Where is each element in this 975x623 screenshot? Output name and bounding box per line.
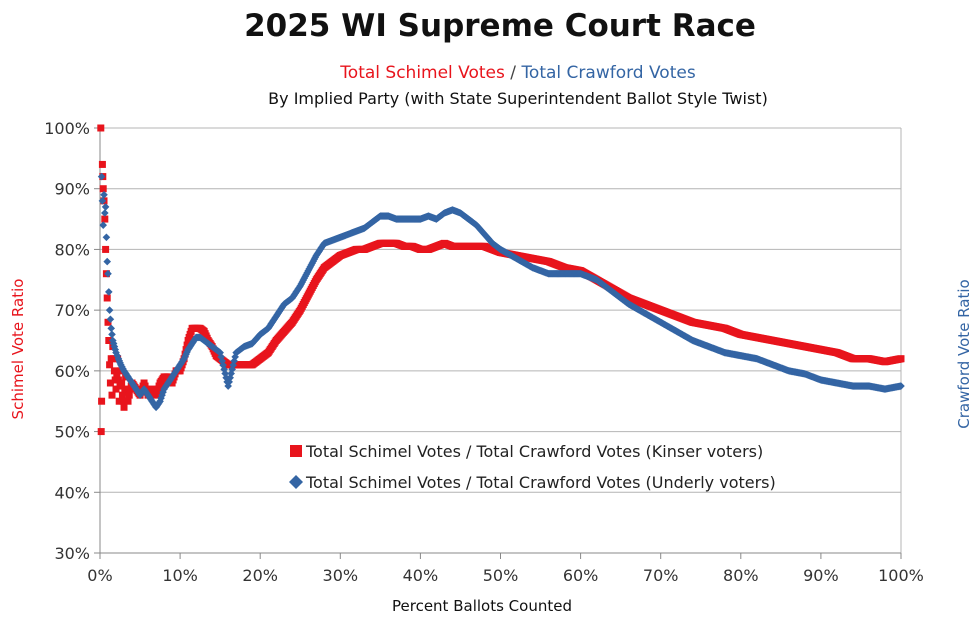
point-kinser: [110, 355, 118, 363]
x-tick-label: 80%: [723, 566, 759, 585]
point-underly: [100, 190, 108, 199]
point-kinser: [101, 215, 109, 223]
x-tick-label: 90%: [803, 566, 839, 585]
point-kinser: [106, 379, 114, 387]
point-underly: [101, 209, 109, 217]
point-kinser: [119, 397, 127, 405]
point-kinser: [124, 397, 132, 405]
point-underly: [227, 369, 235, 378]
point-kinser: [97, 428, 105, 436]
y-tick-label: 80%: [54, 240, 90, 259]
point-underly: [108, 330, 116, 339]
point-kinser: [98, 397, 106, 405]
legend-label-underly: Total Schimel Votes / Total Crawford Vot…: [305, 473, 776, 492]
point-underly: [229, 361, 237, 369]
point-kinser: [125, 391, 133, 399]
legend-label-kinser: Total Schimel Votes / Total Crawford Vot…: [305, 442, 763, 461]
chart-subtitle-line2: By Implied Party (with State Superintend…: [268, 89, 768, 108]
subtitle-separator: /: [504, 63, 522, 83]
point-underly: [228, 365, 236, 374]
point-underly: [113, 351, 122, 360]
x-tick-label: 100%: [878, 566, 924, 585]
point-underly: [231, 353, 239, 361]
axis-ticks: 30% 40% 50% 60% 70% 80% 90% 100% 0% 10% 20% 30% 40% 5…: [44, 119, 924, 585]
point-kinser: [112, 385, 120, 393]
point-kinser: [103, 294, 111, 302]
point-underly: [218, 357, 226, 365]
point-kinser: [118, 379, 126, 387]
point-underly: [104, 269, 112, 278]
point-underly: [158, 391, 166, 399]
point-kinser: [98, 160, 106, 168]
x-axis-label: Percent Ballots Counted: [392, 597, 572, 615]
point-underly: [105, 288, 113, 296]
point-kinser: [183, 341, 191, 349]
point-kinser: [106, 361, 114, 369]
point-underly: [106, 315, 115, 324]
point-underly: [101, 203, 110, 211]
point-underly: [157, 394, 165, 402]
y-axis-label-left: Schimel Vote Ratio: [9, 278, 27, 420]
x-tick-label: 20%: [242, 566, 278, 585]
x-tick-label: 60%: [563, 566, 599, 585]
series-kinser: [97, 124, 905, 436]
x-tick-label: 30%: [323, 566, 359, 585]
x-tick-label: 70%: [643, 566, 679, 585]
series-underly: [97, 172, 905, 412]
x-tick-label: 10%: [162, 566, 198, 585]
y-tick-label: 100%: [44, 119, 90, 138]
x-tick-label: 0%: [87, 566, 112, 585]
point-kinser: [102, 245, 110, 253]
point-underly: [156, 397, 164, 406]
y-axis-label-right: Crawford Vote Ratio: [955, 279, 973, 429]
point-kinser: [105, 337, 113, 344]
y-tick-label: 70%: [54, 301, 90, 320]
x-tick-label: 40%: [403, 566, 439, 585]
y-tick-label: 30%: [54, 544, 90, 563]
point-underly: [98, 197, 107, 205]
point-underly: [159, 388, 167, 396]
y-tick-label: 40%: [54, 483, 90, 502]
subtitle-part1: Total Schimel Votes: [340, 63, 505, 83]
legend-swatch-underly: [289, 475, 303, 489]
y-tick-label: 90%: [54, 180, 90, 199]
chart-title: 2025 WI Supreme Court Race: [244, 8, 756, 44]
point-underly: [109, 339, 118, 348]
point-kinser: [108, 391, 116, 399]
point-kinser: [99, 185, 107, 193]
y-tick-label: 50%: [54, 423, 90, 442]
point-underly: [97, 172, 106, 181]
point-kinser: [897, 355, 905, 363]
point-underly: [103, 257, 112, 266]
point-underly: [99, 221, 108, 229]
point-kinser: [123, 385, 131, 393]
point-underly: [217, 353, 225, 361]
point-underly: [897, 382, 905, 390]
point-underly: [216, 348, 224, 357]
point-kinser: [113, 370, 121, 378]
point-underly: [230, 357, 238, 365]
chart-subtitle: Total Schimel Votes / Total Crawford Vot…: [0, 63, 975, 83]
point-underly: [102, 233, 111, 242]
point-kinser: [120, 403, 128, 411]
point-underly: [107, 324, 116, 333]
legend: Total Schimel Votes / Total Crawford Vot…: [289, 442, 776, 492]
point-kinser: [104, 318, 112, 326]
subtitle-part2: Total Crawford Votes: [521, 63, 696, 83]
point-kinser: [97, 124, 105, 132]
x-tick-label: 50%: [483, 566, 519, 585]
point-kinser: [115, 397, 123, 405]
point-underly: [105, 306, 114, 314]
legend-swatch-kinser: [290, 445, 302, 457]
y-tick-label: 60%: [54, 362, 90, 381]
point-underly: [112, 348, 120, 357]
